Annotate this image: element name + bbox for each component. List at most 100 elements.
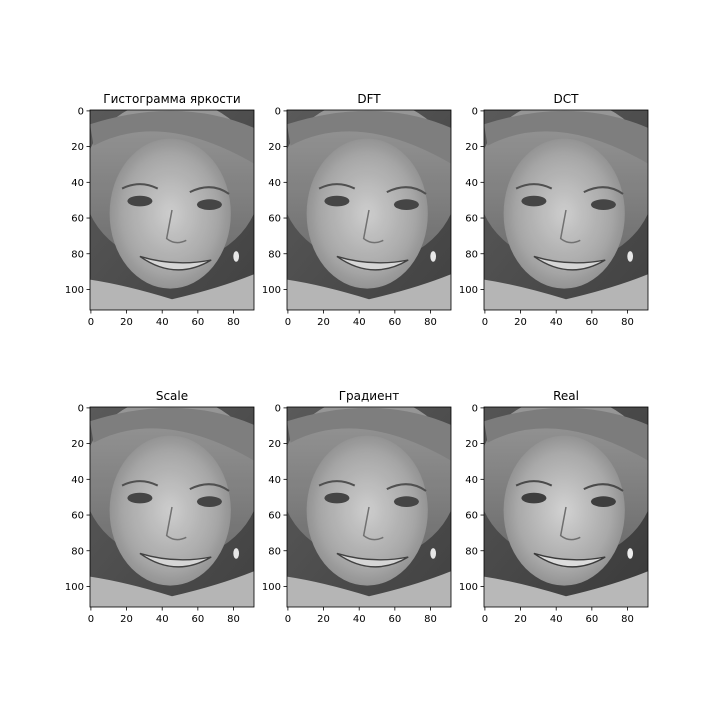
x-tick-label: 60 [585,317,598,328]
subplot-panel: Градиент 0 20 40 60 80 0 20 40 60 80 100 [262,389,452,625]
right-eyebrow [189,186,230,195]
axes-frame [483,406,649,608]
nose [165,506,187,541]
earring [430,548,437,559]
x-tick-label: 0 [482,614,488,625]
right-eyebrow [386,483,427,492]
right-eyebrow [386,186,427,195]
panel-title: DCT [554,92,580,106]
mouth [336,552,409,568]
x-tick-label: 0 [88,317,94,328]
y-tick-label: 100 [262,285,281,296]
axes-frame [286,406,452,608]
earring [430,251,437,262]
y-tick-label: 100 [459,285,478,296]
clothing-shape [90,571,254,607]
x-tick-label: 20 [317,317,330,328]
x-tick-label: 60 [191,317,204,328]
y-tick-label: 60 [465,511,478,522]
y-tick-label: 80 [465,249,478,260]
subplot-panel: DFT 0 20 40 60 80 0 20 40 60 80 100 [262,92,452,328]
x-tick-label: 60 [191,614,204,625]
x-tick-label: 80 [227,317,240,328]
left-eyebrow [121,183,159,190]
y-tick-label: 80 [71,546,84,557]
y-tick-label: 20 [268,142,281,153]
left-eye [521,492,547,504]
nose [559,209,581,244]
x-tick-label: 40 [353,317,366,328]
y-tick-label: 80 [465,546,478,557]
y-tick-label: 20 [268,439,281,450]
blur-overlay [90,407,254,607]
face-image [90,407,254,607]
x-tick-label: 80 [424,614,437,625]
face-shape [306,138,428,289]
y-tick-label: 40 [268,178,281,189]
axes-frame [286,109,452,311]
right-eye [196,199,222,210]
left-eyebrow [318,480,356,487]
left-eye [324,195,350,207]
blur-overlay [287,407,451,607]
face-shape [306,435,428,586]
left-eye [127,492,153,504]
panel-title: Гистограмма яркости [103,92,240,106]
subplot-panel: DCT 0 20 40 60 80 0 20 40 60 80 100 [459,92,649,328]
clothing-shape [484,274,648,310]
y-tick-label: 80 [268,546,281,557]
earring [233,548,240,559]
x-tick-label: 80 [227,614,240,625]
nose [165,209,187,244]
bangs-shape [484,110,648,164]
right-eyebrow [189,483,230,492]
right-eye [590,496,616,507]
y-tick-label: 20 [465,439,478,450]
x-tick-label: 0 [482,317,488,328]
clothing-shape [484,571,648,607]
x-tick-label: 20 [514,614,527,625]
x-tick-label: 0 [285,317,291,328]
bangs-shape [90,110,254,164]
left-eyebrow [121,480,159,487]
blur-overlay [484,110,648,310]
nose [559,506,581,541]
x-tick-label: 40 [353,614,366,625]
face-shape [503,138,625,289]
clothing-shape [90,274,254,310]
bangs-shape [484,407,648,461]
x-tick-label: 80 [424,317,437,328]
x-tick-label: 40 [550,614,563,625]
y-tick-label: 20 [465,142,478,153]
face-image [287,110,451,310]
y-tick-label: 60 [465,214,478,225]
x-tick-label: 60 [585,614,598,625]
bangs-shape [287,110,451,164]
blur-overlay [90,110,254,310]
y-tick-label: 60 [71,511,84,522]
axes-frame [89,406,255,608]
x-tick-label: 60 [388,614,401,625]
face-image [484,407,648,607]
left-eyebrow [318,183,356,190]
right-eyebrow [583,186,624,195]
x-tick-label: 20 [514,317,527,328]
x-tick-label: 60 [388,317,401,328]
earring [627,548,634,559]
panel-title: Real [553,389,579,403]
y-tick-label: 40 [71,178,84,189]
subplot-panel: Scale 0 20 40 60 80 0 20 40 60 80 100 [65,389,255,625]
y-tick-label: 40 [465,178,478,189]
panel-title: Градиент [339,389,400,403]
y-tick-label: 40 [71,475,84,486]
y-tick-label: 0 [275,403,281,414]
blur-overlay [287,110,451,310]
face-image [484,110,648,310]
mouth [533,552,606,568]
y-tick-label: 100 [65,582,84,593]
y-tick-label: 0 [275,106,281,117]
right-eye [590,199,616,210]
mouth [139,552,212,568]
left-eyebrow [515,183,553,190]
